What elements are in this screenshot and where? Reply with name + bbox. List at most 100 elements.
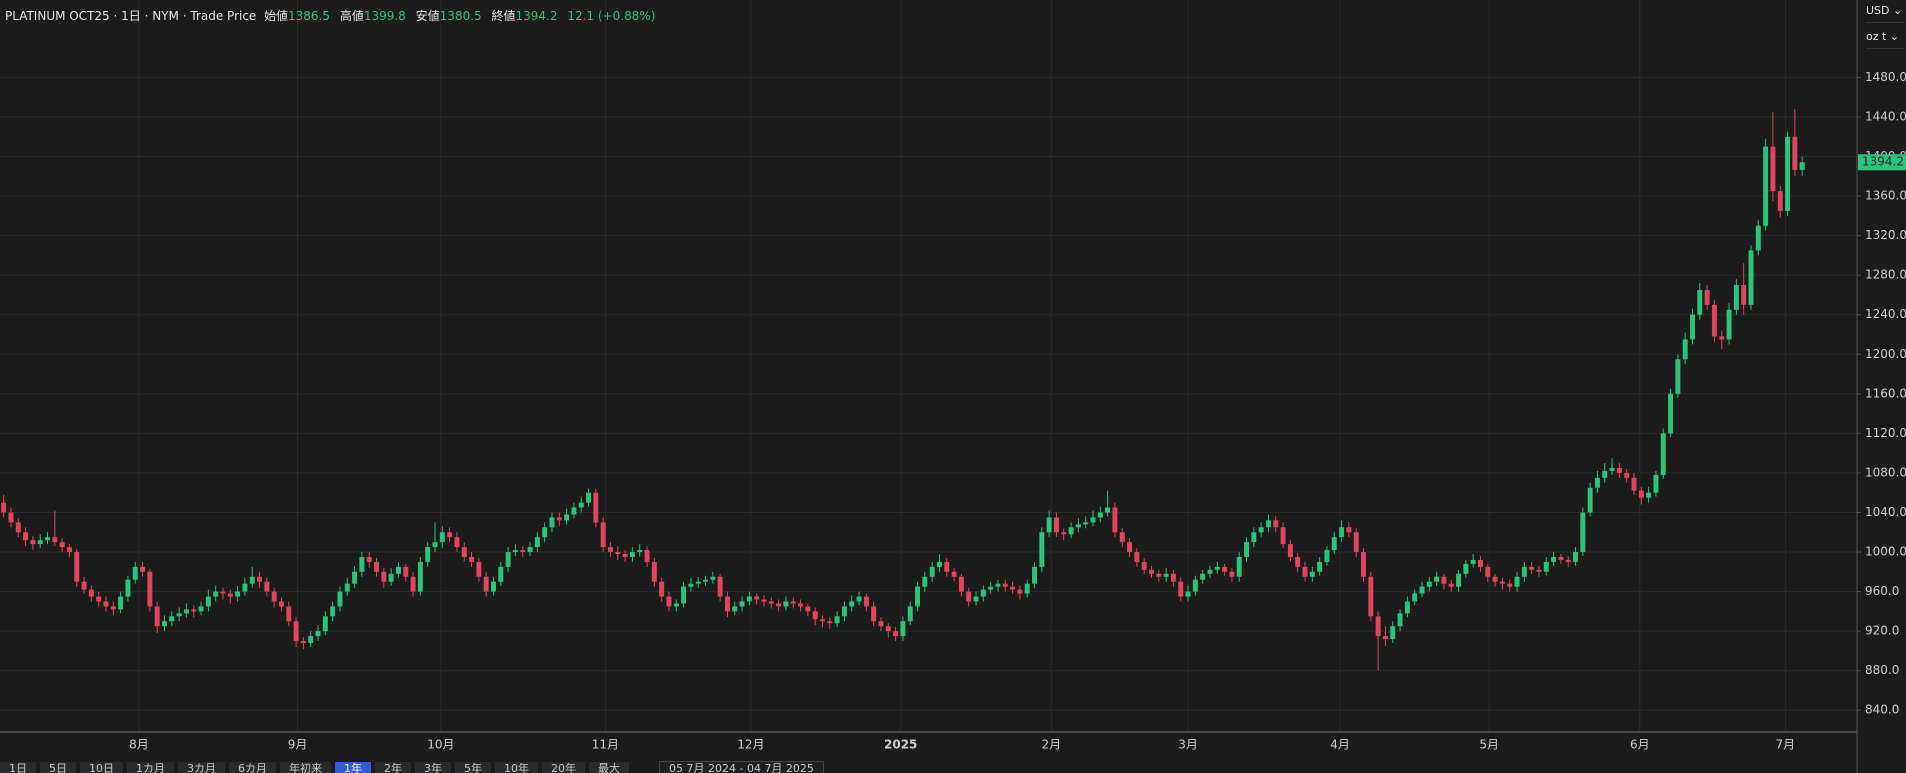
candle-body <box>739 601 745 607</box>
candle-body <box>439 532 445 543</box>
candle-body <box>1587 487 1593 513</box>
candle-body <box>1339 527 1345 538</box>
candle-body <box>732 606 738 612</box>
candle-body <box>257 576 263 582</box>
candle-body <box>695 581 701 584</box>
range-button[interactable]: 3年 <box>415 762 451 773</box>
candle-body <box>1463 563 1469 574</box>
last-price-tag <box>1858 154 1906 171</box>
candle-body <box>1434 576 1440 582</box>
candle-body <box>688 583 694 587</box>
candle-body <box>1236 556 1242 577</box>
y-tick-label: 1440.0 <box>1865 109 1906 123</box>
candle-body <box>673 603 679 607</box>
candle-body <box>1229 571 1235 577</box>
unit-select[interactable]: oz t ⌄ <box>1866 30 1904 49</box>
candle-body <box>469 556 475 562</box>
x-tick-label: 4月 <box>1330 738 1350 752</box>
candle-body <box>1456 573 1462 587</box>
candle-body <box>1653 474 1659 493</box>
range-button[interactable]: 1カ月 <box>127 762 174 773</box>
candle-body <box>417 561 423 592</box>
range-button[interactable]: 5年 <box>455 762 491 773</box>
candle-body <box>586 492 592 503</box>
candle-body <box>1251 532 1257 543</box>
range-button[interactable]: 5日 <box>40 762 76 773</box>
candle-body <box>980 589 986 597</box>
candle-body <box>315 631 321 637</box>
ohlc-value: 1380.5 <box>439 9 482 23</box>
candle-body <box>1726 309 1732 340</box>
candle-body <box>176 613 182 617</box>
range-button[interactable]: 10日 <box>80 762 123 773</box>
date-range[interactable]: 05 7月 2024 - 04 7月 2025 <box>659 761 824 773</box>
candle-body <box>1514 576 1520 587</box>
candle-body <box>1770 146 1776 192</box>
candle-body <box>520 550 526 553</box>
candle-body <box>922 576 928 587</box>
candle-body <box>1573 552 1579 562</box>
candle-body <box>951 571 957 577</box>
candle-body <box>425 547 431 562</box>
candle-body <box>308 636 314 644</box>
candle-body <box>666 596 672 607</box>
candle-body <box>1368 576 1374 617</box>
candle-body <box>1346 527 1352 533</box>
candle-body <box>1331 537 1337 551</box>
candle-body <box>359 556 365 572</box>
candle-body <box>1748 250 1754 305</box>
candle-body <box>1477 559 1483 567</box>
candle-body <box>147 571 153 607</box>
candle-body <box>1280 527 1286 545</box>
range-button[interactable]: 最大 <box>589 762 629 773</box>
candle-body <box>198 606 204 612</box>
candle-body <box>1638 490 1644 498</box>
range-button[interactable]: 10年 <box>495 762 538 773</box>
candle-body <box>1551 556 1557 562</box>
candle-body <box>1602 470 1608 478</box>
candle-body <box>1631 477 1637 491</box>
x-tick-label: 2025 <box>884 738 917 752</box>
range-button[interactable]: 6カ月 <box>229 762 276 773</box>
candle-body <box>278 601 284 607</box>
range-button[interactable]: 年初来 <box>280 762 331 773</box>
candle-body <box>717 576 723 597</box>
candle-body <box>1485 566 1491 577</box>
range-button[interactable]: 1日 <box>0 762 36 773</box>
candle-body <box>1258 527 1264 533</box>
x-tick-label: 7月 <box>1776 738 1796 752</box>
candle-body <box>271 591 277 602</box>
candle-body <box>52 537 58 543</box>
candle-body <box>549 517 555 528</box>
candle-body <box>1149 569 1154 574</box>
grid <box>0 0 1857 732</box>
candle-body <box>776 603 782 607</box>
candle-body <box>264 581 270 592</box>
x-tick-label: 5月 <box>1479 738 1499 752</box>
candle-body <box>1222 566 1228 572</box>
candle-body <box>607 547 613 553</box>
candle-body <box>841 606 847 617</box>
candle-body <box>1053 517 1059 533</box>
range-button[interactable]: 1年 <box>335 762 371 773</box>
candle-body <box>220 591 226 594</box>
candle-body <box>893 631 899 637</box>
range-button[interactable]: 3カ月 <box>178 762 225 773</box>
range-button[interactable]: 20年 <box>542 762 585 773</box>
range-button[interactable]: 2年 <box>375 762 411 773</box>
ohlc-value: 1394.2 <box>515 9 558 23</box>
interval: 1日 <box>121 9 141 23</box>
y-tick-label: 1040.0 <box>1865 505 1906 519</box>
candle-body <box>1287 544 1293 557</box>
y-tick-label: 1200.0 <box>1865 347 1906 361</box>
candle-body <box>1697 289 1703 315</box>
y-tick-label: 920.0 <box>1865 624 1899 638</box>
candle-body <box>1265 520 1271 528</box>
candle-body <box>1777 191 1783 211</box>
currency-select[interactable]: USD ⌄ <box>1866 4 1904 23</box>
candle-body <box>1134 552 1140 562</box>
y-tick-label: 1160.0 <box>1865 386 1906 400</box>
candle-body <box>1565 559 1571 562</box>
candle-body <box>1324 550 1330 562</box>
